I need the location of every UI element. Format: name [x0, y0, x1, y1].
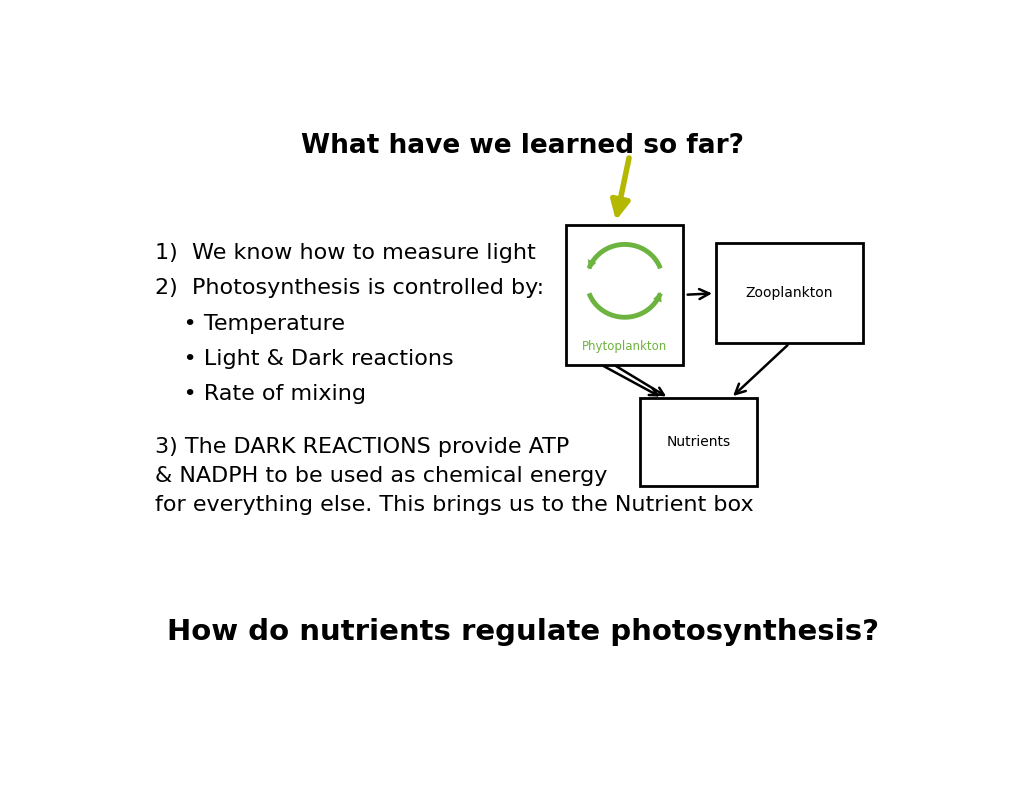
Bar — [566, 225, 683, 365]
Text: 3) The DARK REACTIONS provide ATP
& NADPH to be used as chemical energy
for ever: 3) The DARK REACTIONS provide ATP & NADP… — [155, 437, 753, 515]
Text: 2)  Photosynthesis is controlled by:: 2) Photosynthesis is controlled by: — [155, 278, 544, 299]
Text: 1)  We know how to measure light: 1) We know how to measure light — [155, 243, 535, 263]
Text: Phytoplankton: Phytoplankton — [582, 340, 666, 353]
Text: Nutrients: Nutrients — [665, 435, 730, 449]
Bar — [715, 243, 862, 344]
Bar — [639, 398, 756, 486]
Text: What have we learned so far?: What have we learned so far? — [301, 133, 744, 159]
Text: Zooplankton: Zooplankton — [745, 286, 833, 300]
Text: How do nutrients regulate photosynthesis?: How do nutrients regulate photosynthesis… — [166, 618, 878, 645]
Text: • Light & Dark reactions: • Light & Dark reactions — [155, 349, 453, 369]
Text: • Rate of mixing: • Rate of mixing — [155, 384, 366, 404]
Text: • Temperature: • Temperature — [155, 314, 344, 333]
